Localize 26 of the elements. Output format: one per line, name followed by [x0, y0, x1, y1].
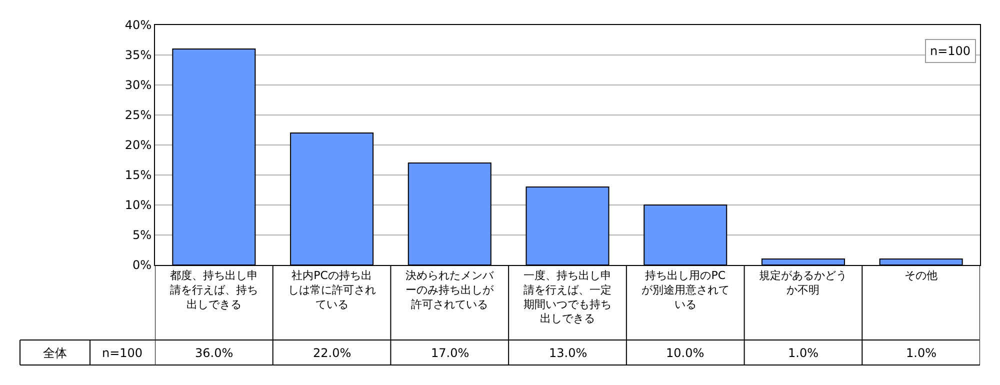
x-tick-label: 持ち出し用のPCが別途用意されている [641, 269, 730, 311]
y-tick-label: 20% [124, 138, 152, 152]
data-label: 1.0% [788, 346, 818, 360]
annotation: n=100 [930, 44, 971, 58]
data-label: 1.0% [906, 346, 936, 360]
x-tick-label: 都度、持ち出し申請を行えば、持ち出しできる [170, 269, 258, 311]
x-tick-label: その他 [904, 269, 938, 282]
x-tick-label: 規定があるかどうか不明 [759, 269, 848, 296]
data-label: 22.0% [313, 346, 352, 360]
y-tick-label: 5% [132, 228, 152, 242]
y-tick-label: 0% [132, 258, 152, 272]
data-label: 13.0% [549, 346, 588, 360]
y-tick-label: 10% [124, 198, 152, 212]
data-label: 36.0% [195, 346, 234, 360]
data-label: 10.0% [666, 346, 704, 360]
text: n=100 [102, 346, 143, 360]
x-tick-label: 社内PCの持ち出しは常に許可されている [288, 269, 376, 311]
data-label: 17.0% [431, 346, 470, 360]
x-tick-label: 決められたメンバーのみ持ち出しが許可されている [406, 269, 495, 311]
y-tick-label: 35% [124, 48, 152, 62]
y-tick-label: 15% [124, 168, 152, 182]
y-tick-label: 25% [124, 108, 152, 122]
x-tick-label: 一度、持ち出し申請を行えば、一定期間いつでも持ち出しできる [524, 269, 612, 326]
y-tick-label: 30% [124, 78, 152, 92]
y-tick-label: 40% [124, 18, 152, 32]
text: 全体 [43, 346, 67, 360]
